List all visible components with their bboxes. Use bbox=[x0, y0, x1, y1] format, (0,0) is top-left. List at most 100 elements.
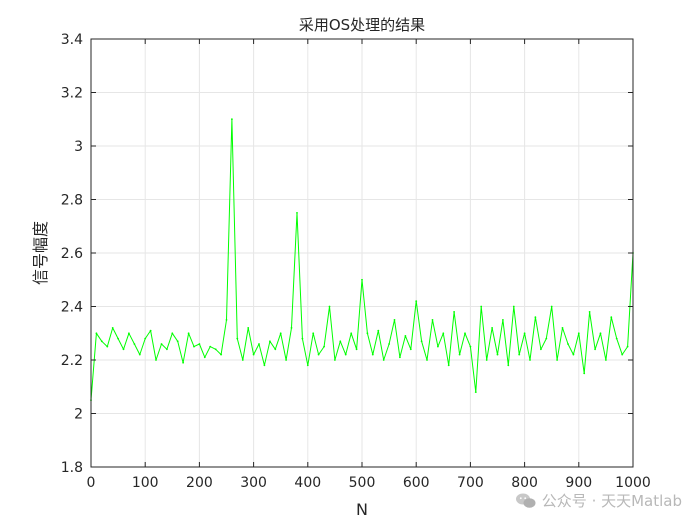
data-point bbox=[361, 278, 363, 281]
watermark-text: 公众号 · 天天Matlab bbox=[541, 492, 682, 510]
data-point bbox=[502, 319, 504, 321]
data-point bbox=[106, 345, 109, 348]
data-point bbox=[426, 359, 428, 361]
y-tick-label: 2.8 bbox=[61, 193, 83, 209]
data-point bbox=[122, 348, 125, 351]
data-point bbox=[296, 212, 298, 214]
data-point bbox=[187, 332, 190, 335]
y-tick-label: 2.4 bbox=[61, 300, 83, 316]
data-point bbox=[344, 353, 347, 356]
data-point bbox=[220, 353, 223, 356]
data-point bbox=[193, 345, 195, 348]
y-axis-label: 信号幅度 bbox=[31, 221, 50, 285]
data-point bbox=[263, 364, 266, 367]
y-tick-label: 2.2 bbox=[61, 353, 83, 369]
data-point bbox=[258, 343, 260, 345]
data-point bbox=[182, 361, 185, 364]
data-point bbox=[583, 372, 586, 375]
data-point bbox=[171, 332, 174, 335]
data-point bbox=[453, 311, 455, 313]
data-point bbox=[480, 305, 483, 308]
data-point bbox=[355, 348, 358, 351]
data-point bbox=[615, 337, 618, 340]
x-tick-label: 100 bbox=[132, 475, 159, 491]
data-point bbox=[312, 332, 315, 335]
data-point bbox=[149, 329, 152, 332]
data-point bbox=[252, 353, 255, 356]
watermark: 公众号 · 天天Matlab bbox=[515, 490, 682, 511]
y-tick-label: 2.6 bbox=[61, 246, 83, 262]
data-point bbox=[127, 332, 130, 335]
data-point bbox=[306, 364, 309, 367]
data-point bbox=[371, 353, 374, 356]
data-point bbox=[317, 353, 320, 356]
data-point bbox=[512, 305, 515, 308]
data-point bbox=[409, 348, 412, 351]
data-point bbox=[176, 340, 179, 343]
data-point bbox=[279, 332, 282, 335]
grid bbox=[91, 39, 633, 467]
data-point bbox=[231, 118, 233, 121]
data-point bbox=[431, 319, 434, 321]
data-point bbox=[377, 329, 380, 332]
data-point bbox=[534, 316, 537, 319]
data-point bbox=[518, 353, 521, 356]
x-tick-label: 800 bbox=[511, 475, 538, 491]
y-tick-label: 1.8 bbox=[61, 460, 83, 476]
data-point bbox=[393, 319, 396, 321]
data-point bbox=[339, 340, 342, 343]
data-point bbox=[366, 332, 369, 335]
data-point bbox=[458, 353, 461, 356]
data-point bbox=[247, 327, 250, 329]
data-point bbox=[138, 353, 141, 356]
y-tick-label: 2 bbox=[74, 407, 83, 423]
data-point bbox=[155, 359, 157, 361]
data-point bbox=[474, 391, 477, 393]
data-point bbox=[236, 337, 239, 340]
data-point bbox=[464, 332, 466, 335]
data-point bbox=[274, 348, 277, 351]
x-tick-label: 400 bbox=[294, 475, 321, 491]
wechat-icon bbox=[515, 493, 536, 508]
data-point bbox=[485, 359, 488, 361]
data-point bbox=[133, 343, 136, 345]
data-point bbox=[111, 327, 114, 329]
data-point bbox=[290, 327, 293, 329]
data-point bbox=[529, 359, 531, 361]
data-point bbox=[420, 340, 423, 343]
data-point bbox=[117, 337, 119, 340]
x-tick-label: 900 bbox=[565, 475, 592, 491]
axis-ticks: 0 100 200 300 400 500 600 700 800 900 1000 1.8 2 2.2 2… bbox=[61, 32, 651, 491]
data-point bbox=[399, 356, 401, 359]
data-point bbox=[588, 311, 591, 313]
data-point bbox=[388, 343, 390, 345]
x-tick-label: 700 bbox=[457, 475, 484, 491]
data-point bbox=[447, 364, 450, 367]
data-point bbox=[507, 364, 510, 367]
data-point bbox=[469, 345, 472, 348]
data-point bbox=[198, 343, 201, 345]
data-point bbox=[241, 359, 244, 361]
x-tick-label: 0 bbox=[87, 475, 96, 491]
data-point bbox=[225, 319, 228, 321]
x-tick-label: 200 bbox=[186, 475, 213, 491]
data-point bbox=[545, 337, 548, 340]
data-point bbox=[160, 343, 163, 345]
data-point bbox=[166, 348, 168, 351]
data-point bbox=[561, 327, 564, 329]
y-tick-label: 3 bbox=[74, 139, 83, 155]
x-tick-label: 1000 bbox=[615, 475, 651, 491]
y-tick-label: 3.4 bbox=[61, 32, 83, 48]
data-point bbox=[415, 300, 418, 302]
data-point bbox=[626, 345, 629, 348]
x-axis-label: N bbox=[356, 500, 368, 519]
data-point bbox=[95, 332, 98, 335]
data-point bbox=[285, 359, 287, 361]
data-point bbox=[577, 332, 580, 335]
data-point bbox=[301, 337, 304, 340]
data-point bbox=[144, 337, 147, 340]
data-point bbox=[382, 359, 385, 361]
data-point bbox=[523, 332, 526, 335]
data-point bbox=[323, 345, 325, 348]
